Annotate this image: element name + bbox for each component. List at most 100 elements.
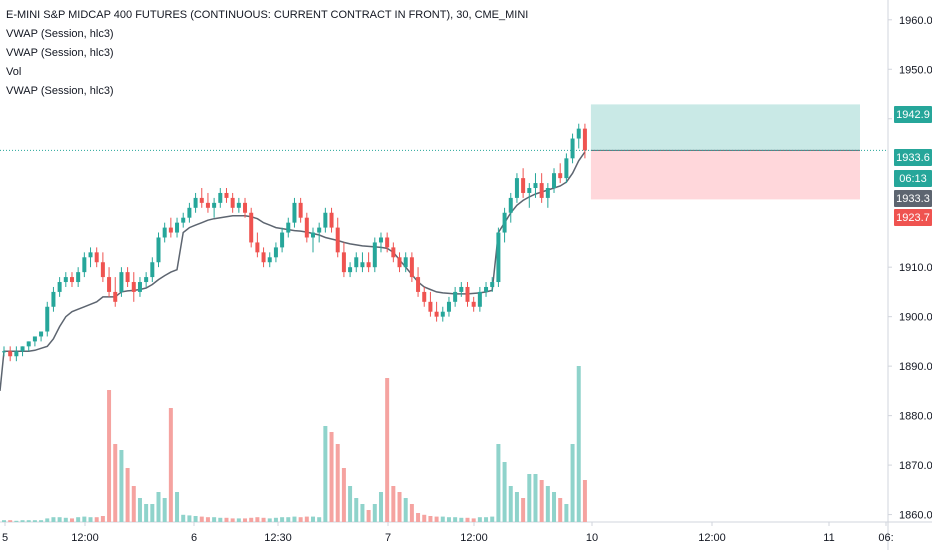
candle: [175, 217, 180, 238]
candle: [508, 192, 513, 223]
volume-bar: [51, 517, 56, 522]
candle: [14, 346, 19, 362]
volume-bar: [496, 444, 501, 522]
candle: [317, 222, 322, 243]
candle: [150, 257, 155, 283]
candle: [521, 168, 526, 198]
volume-bar: [422, 514, 427, 522]
candle: [496, 227, 501, 287]
volume-bar: [416, 513, 421, 522]
volume-bar: [230, 518, 235, 522]
candle: [570, 133, 575, 164]
candle: [162, 222, 167, 243]
price-axis[interactable]: 1960.01950.01940.01910.01900.01890.01880…: [888, 15, 932, 522]
volume-bar: [156, 492, 161, 522]
volume-bar: [267, 518, 272, 522]
volume-bar: [218, 517, 223, 522]
candle: [533, 173, 538, 198]
volume-bar: [82, 516, 87, 522]
candle: [205, 192, 210, 213]
volume-bar: [366, 510, 371, 522]
volume-bar: [348, 486, 353, 522]
svg-text:1933.3: 1933.3: [896, 193, 930, 205]
position-tool[interactable]: [590, 104, 860, 200]
candle: [552, 168, 557, 193]
volume-bar: [113, 444, 118, 522]
candle: [69, 272, 74, 287]
volume-bar: [428, 516, 433, 522]
volume-bar: [107, 390, 112, 522]
indicator-vwap-2[interactable]: VWAP (Session, hlc3): [6, 47, 114, 59]
x-tick-label: 7: [385, 532, 391, 544]
volume-bar: [323, 426, 328, 522]
candle: [2, 346, 6, 357]
candles: [2, 123, 587, 362]
candle: [323, 207, 328, 233]
volume-bar: [286, 517, 291, 522]
volume-bar: [236, 518, 241, 522]
indicator-vol[interactable]: Vol: [6, 66, 22, 78]
volume-bar: [317, 517, 322, 522]
volume-bar: [100, 516, 105, 522]
y-tick-label: 1950.0: [899, 64, 932, 76]
volume-bar: [255, 517, 260, 522]
candle: [428, 291, 433, 317]
volume-bar: [76, 517, 81, 522]
y-tick-label: 1900.0: [899, 312, 932, 324]
volume-bar: [360, 504, 365, 522]
volume-bar: [199, 516, 204, 522]
volume-bar: [187, 515, 192, 522]
candle: [298, 197, 303, 223]
price-badge: 1942.9: [894, 106, 932, 123]
candle: [8, 346, 13, 362]
volume-bar: [292, 516, 297, 522]
candle: [273, 242, 278, 263]
volume-bar: [372, 504, 377, 522]
price-labels: 1942.9 1933.6 06:13 1933.3 1923.7: [894, 106, 932, 226]
candle: [88, 247, 93, 268]
candle: [484, 282, 489, 297]
x-tick-label: 12:00: [460, 532, 488, 544]
candle: [329, 207, 334, 233]
volume-bar: [341, 468, 346, 522]
volume-bar: [39, 520, 44, 522]
x-tick-label: 12:00: [698, 532, 726, 544]
volume-bar: [168, 408, 173, 522]
candle: [341, 242, 346, 278]
candle: [218, 188, 223, 208]
volume-bar: [2, 520, 6, 522]
loss-zone: [590, 150, 860, 200]
y-tick-label: 1890.0: [899, 361, 932, 373]
candle: [113, 277, 118, 307]
candle: [360, 252, 365, 273]
candle: [292, 197, 297, 228]
candle: [465, 282, 470, 307]
volume-bar: [508, 486, 513, 522]
indicator-vwap-1[interactable]: VWAP (Session, hlc3): [6, 28, 114, 40]
volume-bar: [552, 492, 557, 522]
x-tick-label: 11: [823, 532, 834, 544]
candle: [20, 346, 25, 357]
volume-bar: [311, 516, 315, 522]
y-tick-label: 1960.0: [899, 15, 932, 27]
symbol-title[interactable]: E-MINI S&P MIDCAP 400 FUTURES (CONTINUOU…: [6, 9, 529, 21]
volume-bar: [273, 517, 278, 522]
volume-bar: [243, 518, 248, 522]
price-badge: 1933.6: [894, 149, 932, 166]
indicator-vwap-3[interactable]: VWAP (Session, hlc3): [6, 85, 114, 97]
volume-bar: [8, 520, 13, 522]
volume-bar: [490, 516, 495, 522]
candle: [477, 286, 482, 312]
candle: [94, 247, 99, 268]
candle: [354, 252, 359, 273]
x-tick-label: 06:: [878, 532, 893, 544]
volume-bar: [539, 480, 544, 522]
time-axis[interactable]: 5 12:00 6 12:30 7 12:00 10 12:00 11 06:: [2, 522, 894, 544]
candle: [63, 272, 68, 287]
volume-bar: [582, 480, 587, 522]
volume-bar: [181, 514, 186, 522]
x-tick-label: 12:00: [71, 532, 99, 544]
candle: [224, 188, 229, 203]
candle: [582, 123, 587, 159]
